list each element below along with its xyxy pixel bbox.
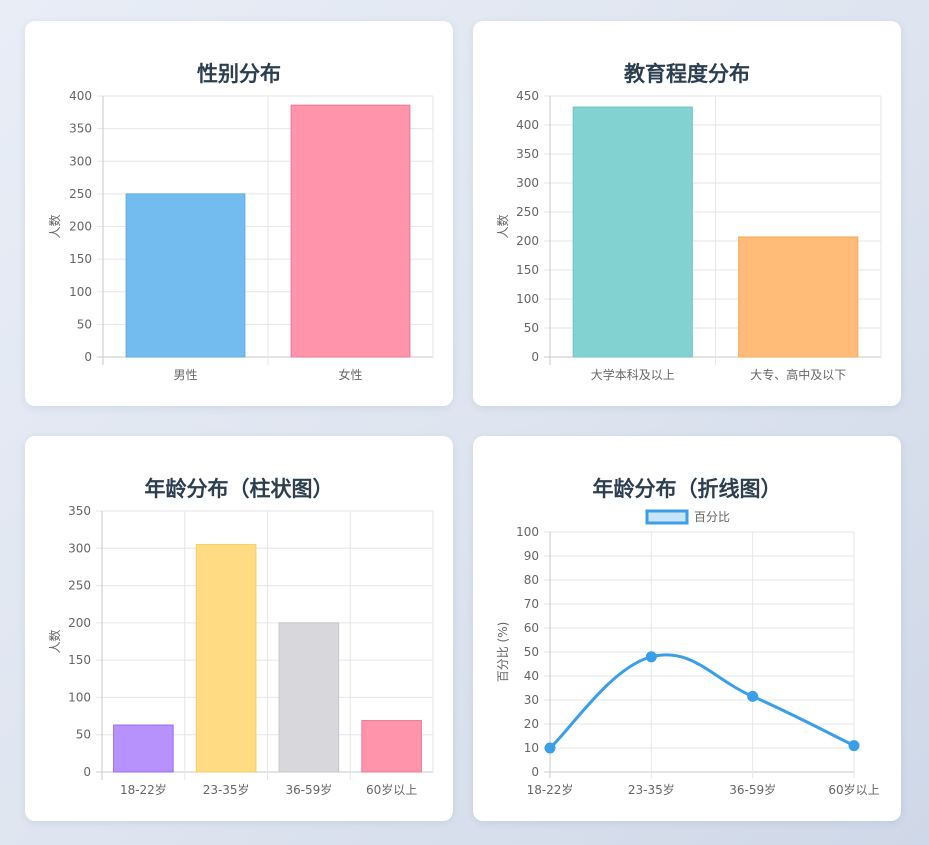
bar bbox=[738, 236, 859, 358]
x-tick-label: 23-35岁 bbox=[628, 782, 675, 797]
y-tick-label: 0 bbox=[531, 765, 539, 779]
data-point bbox=[848, 740, 860, 752]
y-tick-label: 50 bbox=[524, 321, 539, 335]
y-tick-label: 100 bbox=[516, 525, 539, 539]
y-tick-label: 100 bbox=[68, 690, 91, 704]
y-tick-label: 150 bbox=[516, 263, 539, 277]
bar bbox=[572, 106, 693, 358]
chart-title: 性别分布 bbox=[197, 62, 281, 86]
x-tick-label: 18-22岁 bbox=[527, 782, 574, 797]
y-tick-label: 0 bbox=[84, 350, 92, 364]
y-tick-label: 50 bbox=[76, 728, 91, 742]
y-tick-label: 350 bbox=[516, 147, 539, 161]
y-tick-label: 100 bbox=[69, 285, 92, 299]
y-axis-label: 人数 bbox=[47, 629, 62, 653]
age-bar-chart-card: 年龄分布（柱状图） 0 50 100 150 200 250 300 350 人数 18-22岁 2… bbox=[25, 436, 453, 821]
gender-chart-card: 性别分布 0 50 100 150 200 250 300 350 400 人数男性 女性 bbox=[25, 21, 453, 406]
bar bbox=[290, 104, 411, 358]
y-axis-label: 百分比 (%) bbox=[496, 622, 510, 683]
y-tick-label: 30 bbox=[524, 693, 539, 707]
y-tick-label: 50 bbox=[524, 645, 539, 659]
y-tick-label: 10 bbox=[524, 741, 539, 755]
education-chart-card: 教育程度分布 0 50 100 150 200 250 300 350 400 450 人数大学本科… bbox=[473, 21, 901, 406]
y-tick-label: 250 bbox=[68, 579, 91, 593]
legend-label: 百分比 bbox=[694, 510, 730, 524]
y-tick-label: 300 bbox=[516, 176, 539, 190]
y-axis-label: 人数 bbox=[47, 214, 62, 238]
y-tick-label: 300 bbox=[68, 541, 91, 555]
y-tick-label: 450 bbox=[516, 89, 539, 103]
y-tick-label: 300 bbox=[69, 154, 92, 168]
y-tick-label: 250 bbox=[69, 187, 92, 201]
chart-title: 年龄分布（折线图） bbox=[592, 477, 782, 501]
y-tick-label: 200 bbox=[516, 234, 539, 248]
bar bbox=[113, 724, 174, 773]
x-tick-label: 18-22岁 bbox=[120, 782, 167, 797]
age-line-chart-card: 年龄分布（折线图） 0 10 20 30 40 50 60 70 80 90 100 百分比 (%) 百… bbox=[473, 436, 901, 821]
x-tick-label: 60岁以上 bbox=[828, 782, 879, 797]
x-tick-label: 23-35岁 bbox=[203, 782, 250, 797]
x-tick-label: 男性 bbox=[173, 368, 197, 382]
y-tick-label: 40 bbox=[524, 669, 539, 683]
y-axis-label: 人数 bbox=[495, 214, 510, 238]
chart-title: 年龄分布（柱状图） bbox=[144, 477, 334, 501]
data-point bbox=[645, 651, 657, 663]
data-point bbox=[544, 742, 556, 754]
x-tick-label: 女性 bbox=[338, 367, 362, 382]
y-tick-label: 70 bbox=[524, 597, 539, 611]
y-tick-label: 200 bbox=[69, 220, 92, 234]
y-tick-label: 150 bbox=[68, 653, 91, 667]
y-tick-label: 60 bbox=[524, 621, 539, 635]
y-tick-label: 350 bbox=[68, 504, 91, 518]
y-tick-label: 50 bbox=[77, 317, 92, 331]
x-tick-label: 36-59岁 bbox=[729, 782, 776, 797]
bar bbox=[125, 193, 246, 358]
x-tick-label: 36-59岁 bbox=[285, 782, 332, 797]
y-tick-label: 150 bbox=[69, 252, 92, 266]
y-tick-label: 200 bbox=[68, 616, 91, 630]
age-line-chart: 0 10 20 30 40 50 60 70 80 90 100 百分比 (%) 百分比 18-22岁 23… bbox=[496, 509, 880, 797]
y-tick-label: 80 bbox=[524, 573, 539, 587]
series-line bbox=[548, 653, 855, 750]
bar bbox=[361, 720, 422, 773]
x-tick-label: 大学本科及以上 bbox=[591, 367, 675, 382]
y-tick-label: 250 bbox=[516, 205, 539, 219]
data-point bbox=[747, 690, 759, 702]
legend-swatch bbox=[645, 509, 689, 525]
bar bbox=[278, 622, 340, 773]
y-tick-label: 100 bbox=[516, 292, 539, 306]
y-tick-label: 400 bbox=[516, 118, 539, 132]
y-tick-label: 90 bbox=[524, 549, 539, 563]
y-tick-label: 20 bbox=[524, 717, 539, 731]
y-tick-label: 400 bbox=[69, 89, 92, 103]
bar bbox=[195, 544, 257, 773]
x-tick-label: 大专、高中及以下 bbox=[750, 367, 846, 382]
y-tick-label: 0 bbox=[531, 350, 539, 364]
y-tick-label: 350 bbox=[69, 122, 92, 136]
chart-title: 教育程度分布 bbox=[624, 62, 750, 86]
y-tick-label: 0 bbox=[83, 765, 91, 779]
x-tick-label: 60岁以上 bbox=[366, 782, 417, 797]
age-bar-chart: 0 50 100 150 200 250 300 350 人数 18-22岁 23-35岁 36-59… bbox=[47, 504, 434, 797]
